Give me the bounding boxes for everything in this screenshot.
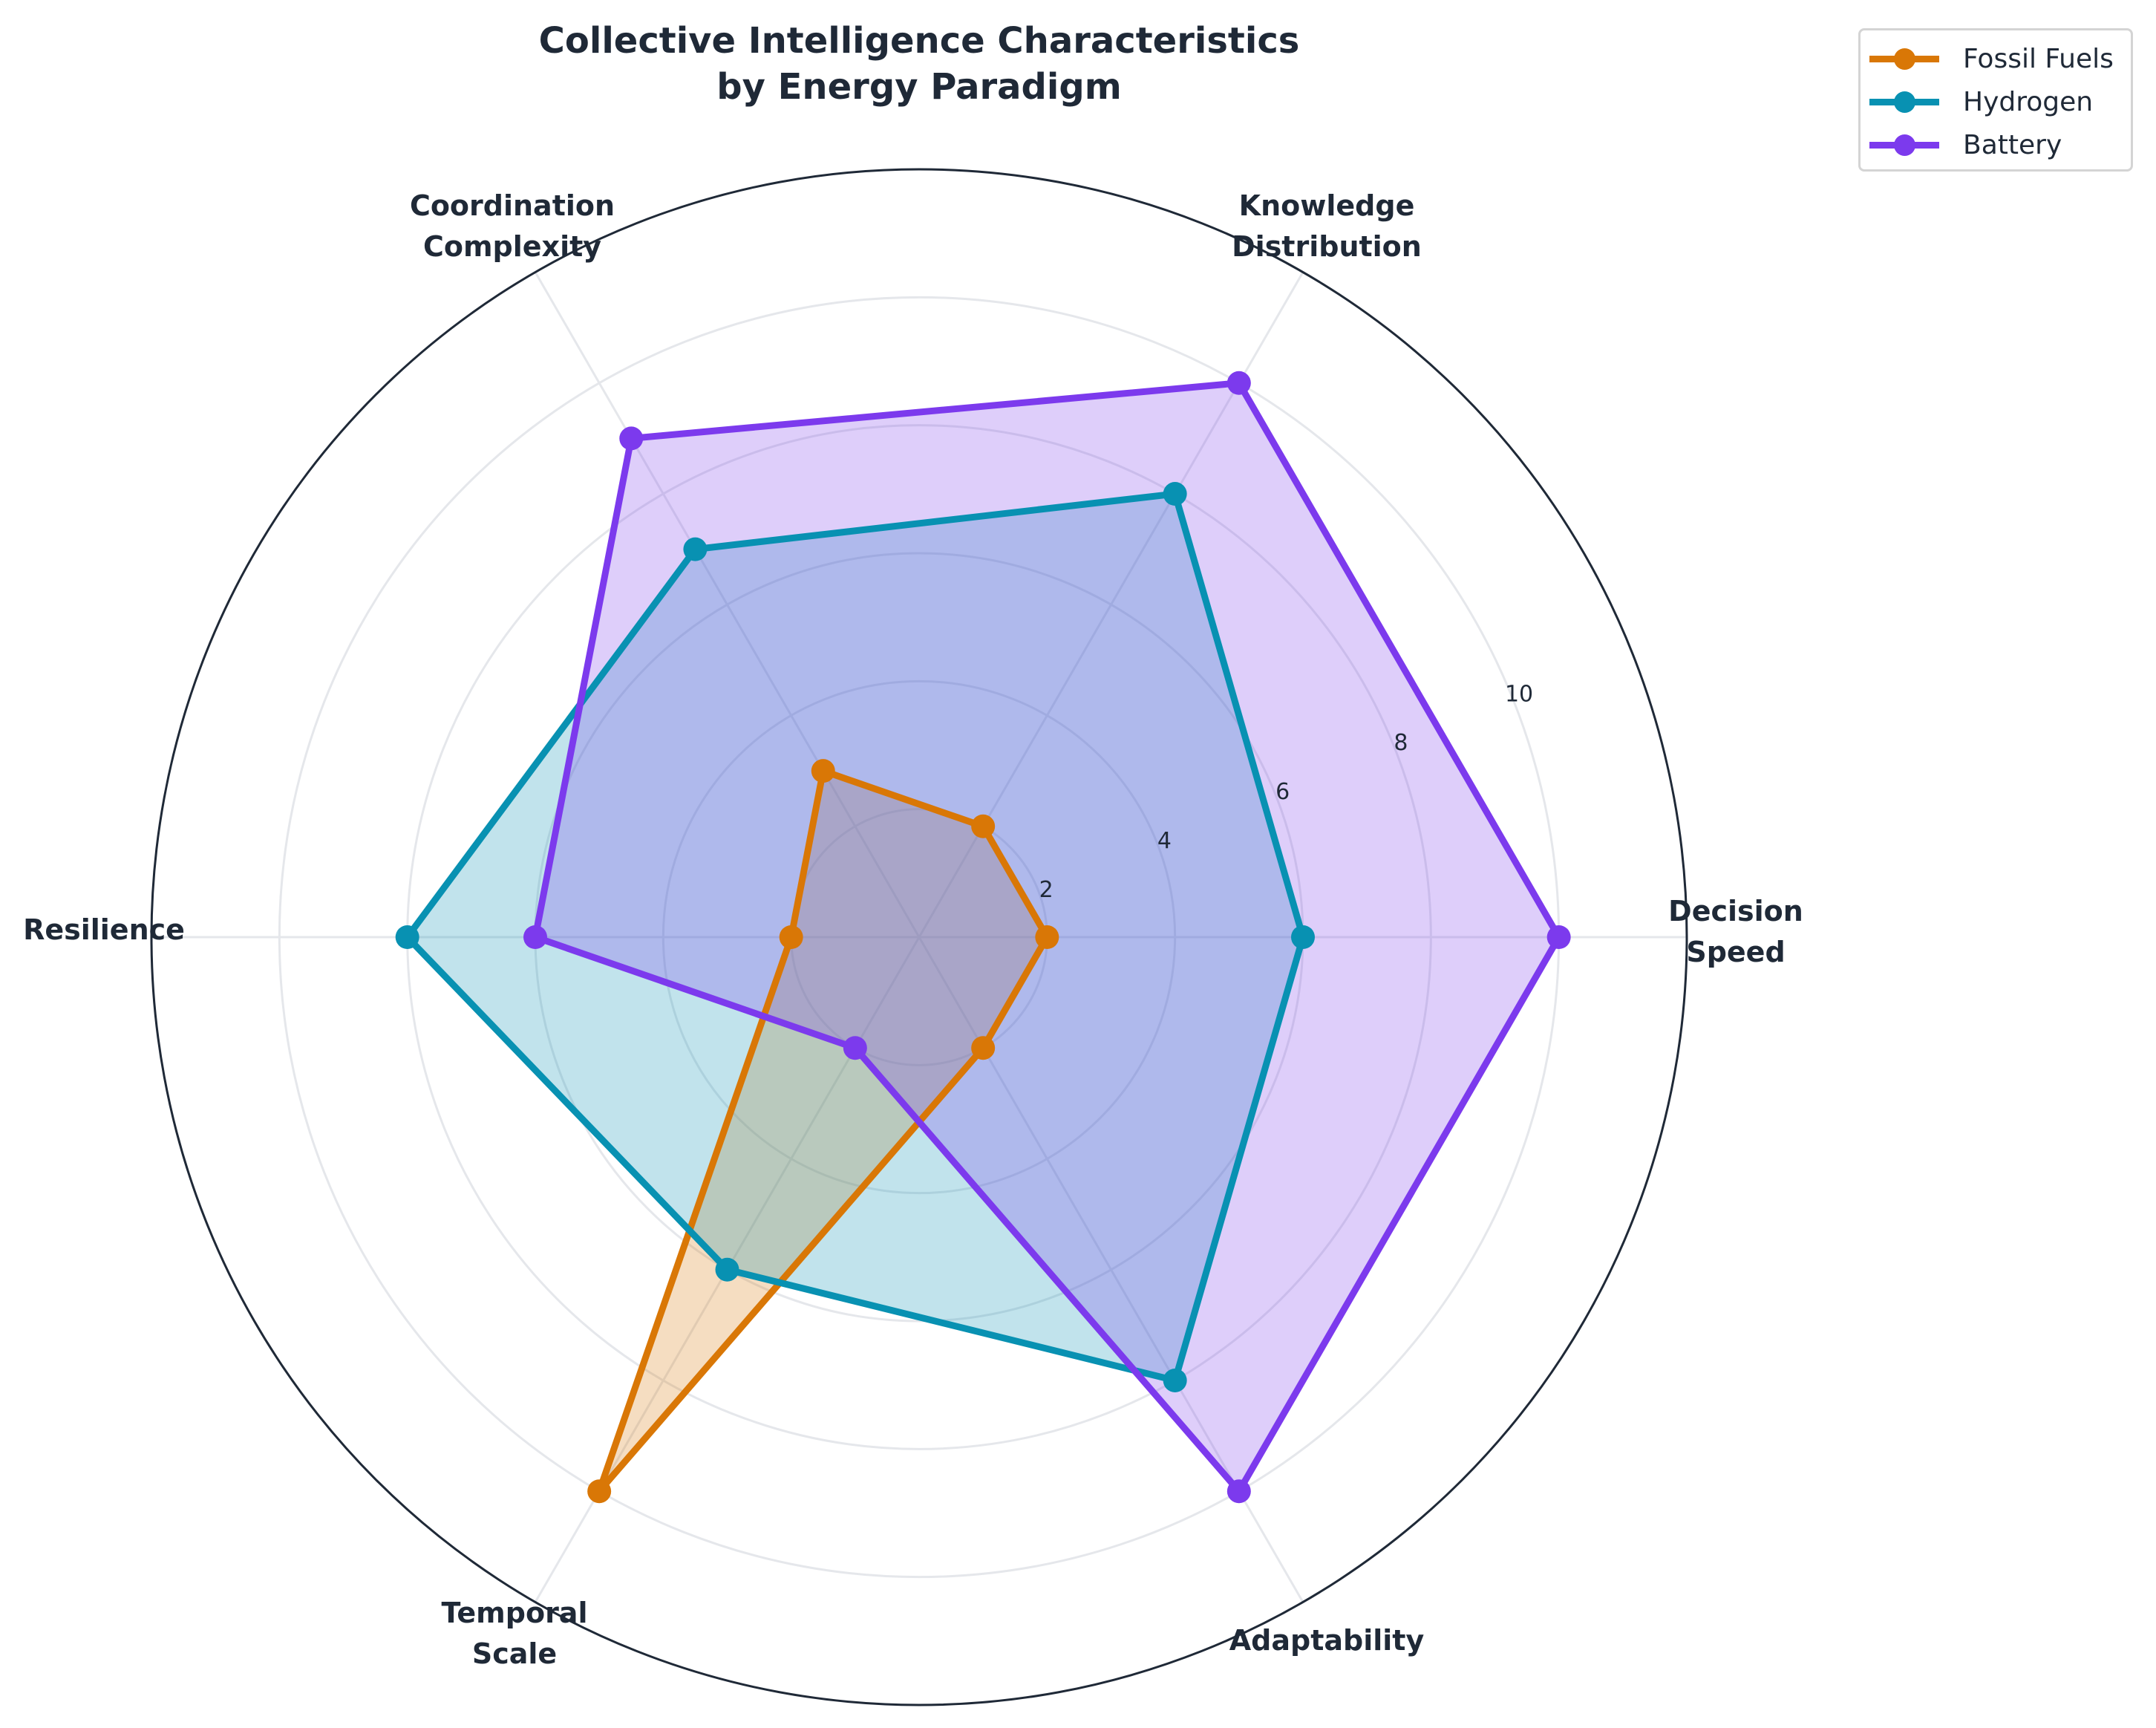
axis-label-decision-speed: Decision Speed xyxy=(1668,895,1803,968)
series-fills xyxy=(407,382,1559,1492)
legend-marker-icon xyxy=(1868,79,1942,124)
legend-label: Battery xyxy=(1963,129,2062,160)
data-point-marker[interactable] xyxy=(1226,371,1251,395)
data-point-marker[interactable] xyxy=(971,814,996,838)
data-point-marker[interactable] xyxy=(715,1257,739,1282)
data-point-marker[interactable] xyxy=(1226,1479,1251,1504)
data-point-marker[interactable] xyxy=(619,426,644,451)
axis-labels: Decision Speed Knowledge Distribution Coordi… xyxy=(23,189,1803,1670)
axis-label-resilience: Resilience xyxy=(23,913,185,946)
radial-tick-label: 6 xyxy=(1275,779,1290,805)
data-point-marker[interactable] xyxy=(587,1479,612,1504)
series-fossil-fuels[interactable] xyxy=(587,759,1059,1504)
series-fill-fossil-fuels xyxy=(599,771,1048,1492)
radial-tick-label: 4 xyxy=(1157,828,1172,854)
data-point-marker[interactable] xyxy=(1546,925,1571,949)
data-point-marker[interactable] xyxy=(1035,925,1059,949)
axis-label-adaptability: Adaptability xyxy=(1229,1624,1425,1657)
legend: Fossil Fuels Hydrogen Battery xyxy=(1858,28,2133,172)
axis-label-temporal-scale: Temporal Scale xyxy=(442,1597,588,1670)
legend-item-hydrogen[interactable]: Hydrogen xyxy=(1868,79,2093,124)
data-point-marker[interactable] xyxy=(1163,1368,1187,1392)
chart-title-line-1: Collective Intelligence Characteristics xyxy=(538,20,1300,62)
data-point-marker[interactable] xyxy=(1163,482,1187,506)
legend-dot xyxy=(1894,48,1915,70)
data-point-marker[interactable] xyxy=(779,925,803,949)
data-point-marker[interactable] xyxy=(811,759,835,783)
data-point-marker[interactable] xyxy=(395,925,419,949)
radial-tick-label: 8 xyxy=(1394,730,1408,756)
legend-dot xyxy=(1894,134,1915,156)
chart-title-line-2: by Energy Paradigm xyxy=(716,66,1122,108)
radial-tick-label: 10 xyxy=(1505,681,1533,707)
axis-label-coordination-complexity: Coordination Complexity xyxy=(410,189,615,263)
plot-outer-boundary xyxy=(150,168,1688,1706)
legend-label: Hydrogen xyxy=(1963,86,2094,117)
radial-tick-label: 2 xyxy=(1039,877,1054,903)
legend-item-fossil-fuels[interactable]: Fossil Fuels xyxy=(1868,36,2114,81)
data-point-marker[interactable] xyxy=(523,925,547,949)
legend-marker-icon xyxy=(1868,36,1942,81)
grid-spoke xyxy=(534,271,921,938)
legend-item-battery[interactable]: Battery xyxy=(1868,123,2062,167)
series-fill-hydrogen xyxy=(407,494,1303,1380)
series-hydrogen[interactable] xyxy=(395,482,1315,1392)
radial-tick-labels: 2 4 6 8 10 xyxy=(1039,681,1534,903)
legend-marker-icon xyxy=(1868,123,1942,167)
data-point-marker[interactable] xyxy=(1291,925,1315,949)
series-lines xyxy=(395,371,1571,1504)
chart-title: Collective Intelligence Characteristics … xyxy=(0,18,1838,110)
axis-label-knowledge-distribution: Knowledge Distribution xyxy=(1232,189,1422,263)
legend-label: Fossil Fuels xyxy=(1963,43,2114,74)
data-point-marker[interactable] xyxy=(683,537,708,561)
series-battery[interactable] xyxy=(523,371,1571,1504)
data-point-marker[interactable] xyxy=(843,1036,867,1060)
data-point-marker[interactable] xyxy=(971,1036,996,1060)
legend-dot xyxy=(1894,91,1915,113)
